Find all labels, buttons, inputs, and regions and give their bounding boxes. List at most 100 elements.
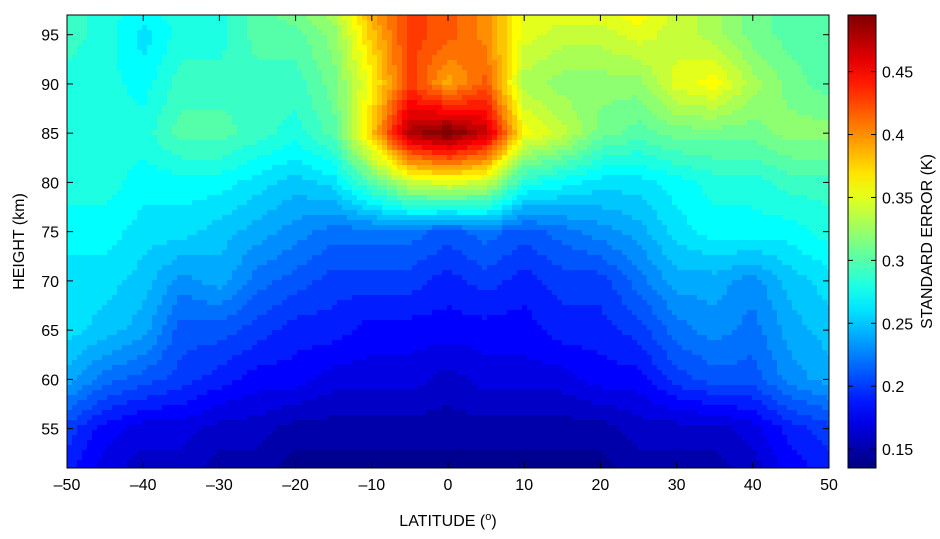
heatmap-cell	[282, 320, 288, 326]
heatmap-cell	[312, 400, 318, 406]
heatmap-cell	[287, 375, 293, 381]
heatmap-cell	[307, 290, 313, 296]
heatmap-cell	[157, 245, 163, 251]
heatmap-cell	[252, 145, 258, 151]
heatmap-cell	[242, 215, 248, 221]
heatmap-cell	[252, 340, 258, 346]
heatmap-cell	[97, 40, 103, 46]
heatmap-cell	[262, 110, 268, 116]
heatmap-cell	[217, 340, 223, 346]
heatmap-cell	[222, 330, 228, 336]
heatmap-cell	[87, 265, 93, 271]
heatmap-cell	[87, 100, 93, 106]
heatmap-cell	[267, 410, 273, 416]
heatmap-cell	[332, 295, 338, 301]
heatmap-cell	[212, 330, 218, 336]
heatmap-cell	[207, 185, 213, 191]
heatmap-cell	[172, 50, 178, 56]
heatmap-cell	[97, 55, 103, 61]
heatmap-cell	[117, 55, 123, 61]
heatmap-cell	[167, 400, 173, 406]
heatmap-cell	[167, 225, 173, 231]
heatmap-cell	[177, 340, 183, 346]
heatmap-cell	[262, 155, 268, 161]
heatmap-cell	[322, 310, 328, 316]
heatmap-cell	[327, 180, 333, 186]
heatmap-cell	[112, 20, 118, 26]
heatmap-cell	[242, 70, 248, 76]
heatmap-cell	[332, 255, 338, 261]
heatmap-cell	[72, 385, 78, 391]
heatmap-cell	[227, 275, 233, 281]
heatmap-cell	[227, 150, 233, 156]
heatmap-cell	[232, 365, 238, 371]
heatmap-cell	[312, 45, 318, 51]
heatmap-cell	[302, 40, 308, 46]
heatmap-cell	[222, 15, 228, 21]
heatmap-cell	[87, 305, 93, 311]
heatmap-cell	[82, 65, 88, 71]
heatmap-cell	[297, 45, 303, 51]
heatmap-cell	[132, 95, 138, 101]
heatmap-cell	[277, 440, 283, 446]
heatmap-cell	[67, 205, 73, 211]
heatmap-cell	[242, 280, 248, 286]
heatmap-cell	[322, 210, 328, 216]
heatmap-cell	[312, 340, 318, 346]
heatmap-cell	[222, 55, 228, 61]
heatmap-cell	[292, 330, 298, 336]
heatmap-cell	[302, 330, 308, 336]
heatmap-cell	[162, 300, 168, 306]
heatmap-cell	[92, 155, 98, 161]
heatmap-cell	[237, 245, 243, 251]
heatmap-cell	[187, 275, 193, 281]
heatmap-cell	[157, 290, 163, 296]
heatmap-cell	[332, 280, 338, 286]
heatmap-cell	[77, 175, 83, 181]
heatmap-cell	[307, 70, 313, 76]
heatmap-cell	[192, 440, 198, 446]
heatmap-cell	[312, 460, 318, 466]
heatmap-cell	[167, 120, 173, 126]
heatmap-cell	[252, 290, 258, 296]
heatmap-cell	[237, 240, 243, 246]
heatmap-cell	[252, 15, 258, 21]
heatmap-cell	[152, 115, 158, 121]
heatmap-cell	[92, 415, 98, 421]
heatmap-cell	[147, 370, 153, 376]
heatmap-cell	[182, 290, 188, 296]
heatmap-cell	[67, 225, 73, 231]
heatmap-cell	[102, 160, 108, 166]
heatmap-cell	[182, 200, 188, 206]
heatmap-cell	[222, 360, 228, 366]
heatmap-cell	[172, 390, 178, 396]
heatmap-cell	[287, 345, 293, 351]
heatmap-cell	[302, 185, 308, 191]
heatmap-cell	[117, 310, 123, 316]
heatmap-cell	[307, 65, 313, 71]
heatmap-cell	[132, 35, 138, 41]
heatmap-cell	[327, 385, 333, 391]
heatmap-cell	[147, 465, 153, 468]
heatmap-cell	[312, 430, 318, 436]
heatmap-cell	[267, 280, 273, 286]
heatmap-cell	[172, 45, 178, 51]
heatmap-cell	[152, 370, 158, 376]
heatmap-cell	[227, 315, 233, 321]
heatmap-cell	[97, 355, 103, 361]
heatmap-cell	[247, 100, 253, 106]
heatmap-cell	[257, 375, 263, 381]
heatmap-cell	[132, 190, 138, 196]
heatmap-cell	[302, 295, 308, 301]
heatmap-cell	[312, 465, 318, 468]
heatmap-cell	[177, 80, 183, 86]
heatmap-cell	[332, 40, 338, 46]
heatmap-cell	[137, 245, 143, 251]
heatmap-cell	[157, 440, 163, 446]
heatmap-cell	[102, 25, 108, 31]
heatmap-cell	[222, 455, 228, 461]
heatmap-cell	[257, 155, 263, 161]
heatmap-cell	[327, 55, 333, 61]
heatmap-cell	[167, 295, 173, 301]
heatmap-cell	[302, 100, 308, 106]
